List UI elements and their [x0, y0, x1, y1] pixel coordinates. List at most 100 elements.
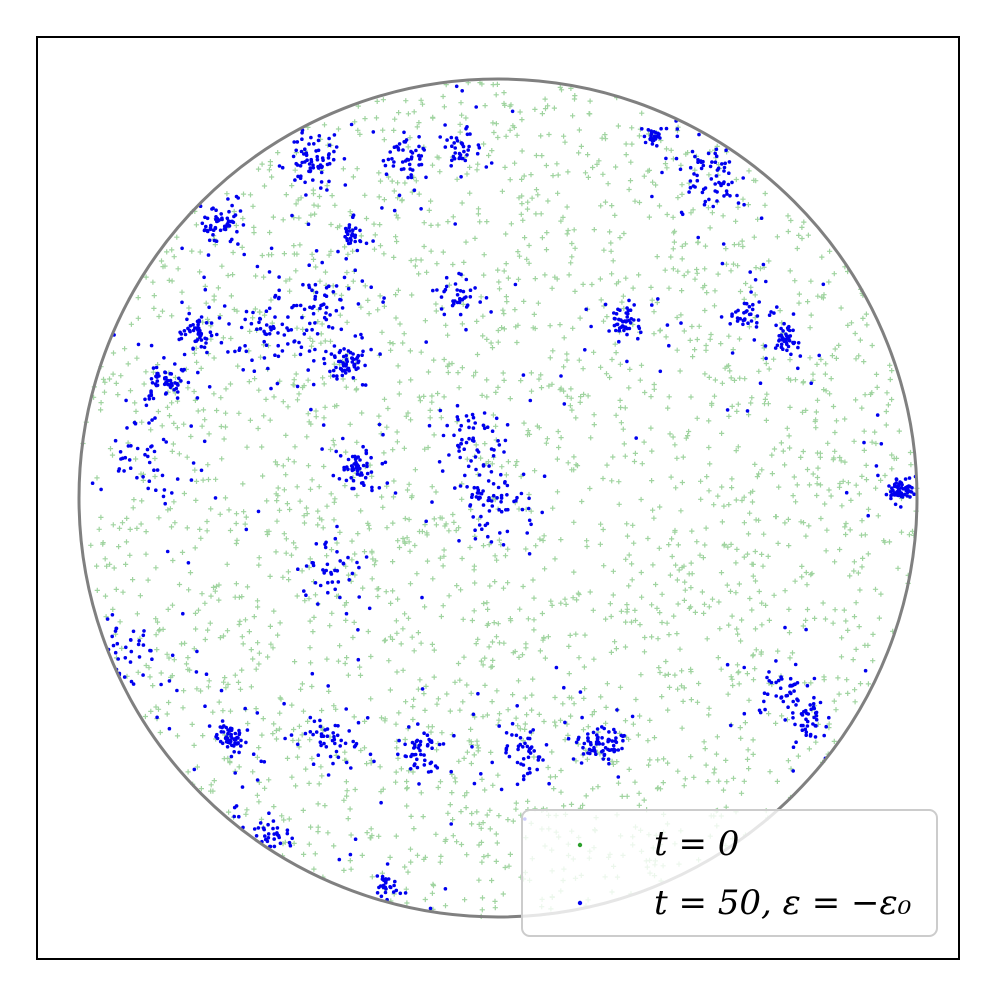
final-point — [875, 413, 880, 417]
final-point — [237, 348, 241, 353]
final-point — [161, 437, 166, 442]
final-point — [456, 443, 460, 448]
final-point — [329, 572, 334, 576]
final-point — [796, 698, 800, 703]
final-point — [365, 716, 370, 720]
final-point — [136, 642, 141, 647]
final-point — [611, 743, 616, 748]
final-point — [471, 515, 476, 519]
final-point — [306, 222, 311, 226]
final-point — [205, 216, 210, 221]
final-point — [664, 156, 668, 161]
final-point — [588, 751, 592, 756]
final-point — [188, 324, 193, 328]
final-point — [805, 683, 810, 688]
final-point — [527, 552, 532, 556]
final-point — [186, 380, 191, 385]
final-point — [225, 745, 230, 749]
final-point — [459, 441, 463, 446]
final-point — [442, 289, 446, 294]
final-point — [453, 222, 458, 226]
final-point — [779, 675, 783, 679]
final-point — [708, 164, 713, 169]
final-point — [418, 157, 422, 161]
final-point — [710, 160, 714, 164]
final-point — [400, 160, 405, 164]
final-point — [261, 826, 266, 830]
final-point — [356, 628, 360, 632]
final-point — [785, 348, 789, 353]
cluster-3 — [296, 540, 372, 611]
final-point — [233, 771, 237, 775]
final-point — [481, 423, 486, 428]
final-point — [532, 749, 536, 753]
final-point — [308, 166, 313, 170]
final-point — [239, 325, 244, 330]
final-point — [377, 486, 382, 490]
final-point — [416, 722, 420, 726]
final-point — [802, 709, 806, 714]
final-point — [353, 334, 358, 338]
final-point — [141, 643, 146, 647]
final-point — [298, 164, 303, 168]
final-point — [499, 787, 504, 792]
final-point — [275, 381, 280, 386]
final-point — [462, 447, 467, 452]
final-point — [678, 167, 683, 172]
final-point — [477, 146, 482, 150]
final-point — [487, 498, 492, 503]
final-point — [736, 308, 740, 313]
final-point — [381, 158, 386, 163]
final-point — [457, 300, 462, 305]
final-point — [267, 332, 272, 336]
final-point — [312, 304, 316, 309]
final-point — [266, 832, 271, 836]
final-point — [536, 758, 541, 762]
final-point — [226, 197, 230, 201]
final-point — [487, 509, 492, 513]
final-point — [372, 759, 376, 764]
final-point — [908, 495, 912, 499]
final-point — [703, 199, 708, 204]
final-point — [203, 704, 207, 708]
final-point — [264, 309, 269, 314]
final-point — [464, 440, 469, 445]
final-point — [695, 173, 699, 178]
final-point — [430, 746, 434, 750]
final-point — [195, 649, 199, 654]
final-point — [356, 353, 361, 358]
final-point — [730, 180, 734, 185]
final-point — [333, 568, 337, 573]
final-point — [894, 477, 899, 481]
cluster-10 — [291, 128, 347, 190]
final-point — [465, 485, 469, 489]
final-point — [821, 282, 826, 287]
final-point — [442, 312, 447, 317]
final-point — [505, 493, 509, 497]
final-point — [209, 321, 214, 325]
final-point — [170, 491, 174, 495]
final-point — [358, 239, 362, 243]
final-point — [277, 288, 282, 293]
final-point — [468, 503, 473, 507]
legend-marker-initial — [577, 842, 583, 848]
final-point — [318, 740, 323, 744]
final-point — [244, 527, 249, 532]
final-point — [472, 781, 477, 786]
cluster-12 — [214, 719, 248, 755]
final-point — [621, 324, 626, 329]
axes-frame — [36, 36, 960, 960]
final-point — [276, 343, 281, 348]
final-point — [601, 742, 605, 746]
final-point — [353, 233, 358, 238]
final-point — [904, 488, 908, 493]
final-point — [782, 337, 786, 342]
final-point — [796, 341, 801, 345]
final-point — [327, 136, 331, 141]
final-point — [784, 334, 789, 338]
final-point — [363, 383, 368, 387]
final-point — [219, 688, 224, 693]
final-point — [228, 726, 233, 731]
final-point — [335, 524, 339, 529]
final-point — [276, 354, 281, 359]
